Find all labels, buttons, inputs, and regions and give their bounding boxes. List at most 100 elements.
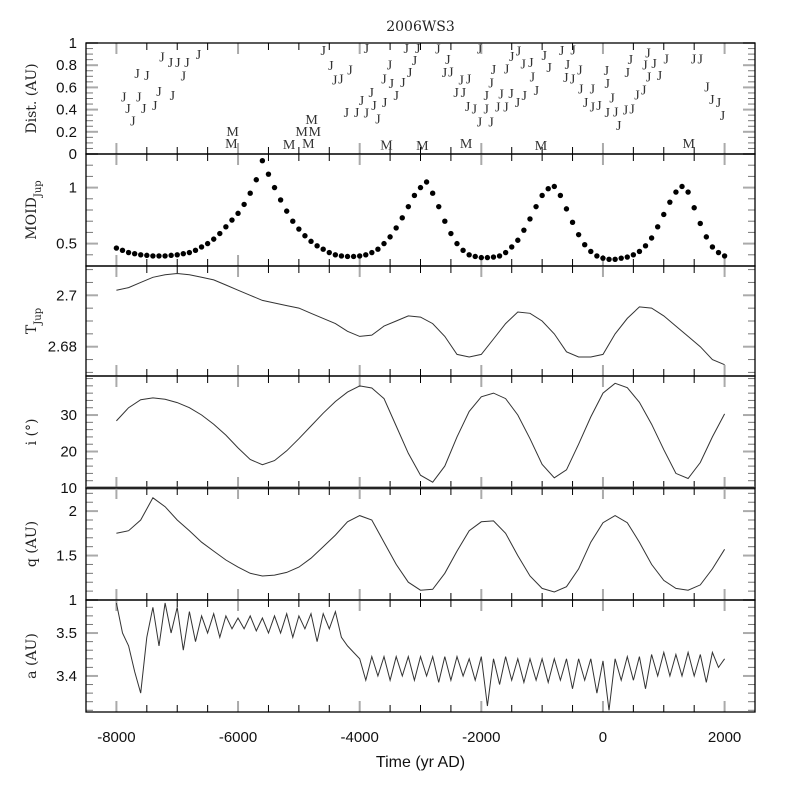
y-tick-label: 0.8 [56,57,77,74]
marker-J: J [645,47,651,62]
data-point [338,253,345,259]
marker-J: J [181,69,187,84]
marker-J: J [412,54,418,69]
data-point [502,249,509,256]
marker-J: J [141,102,147,117]
marker-J: J [453,86,459,101]
marker-J: J [442,66,448,81]
marker-M: M [305,113,318,128]
data-point [168,252,174,259]
marker-J: J [642,58,648,73]
marker-M: M [682,137,695,152]
marker-J: J [459,74,465,89]
data-point [496,253,503,259]
data-point [606,256,612,262]
marker-M: M [225,137,238,152]
y-tick-label: 3.5 [56,625,77,642]
marker-J: J [435,43,441,58]
data-point [721,253,728,259]
y-axis-label: TJup [24,308,44,334]
data-point [442,218,448,224]
marker-J: J [698,53,704,68]
y-tick-label: 1.5 [56,548,77,565]
marker-J: J [530,70,536,85]
marker-J: J [196,48,202,63]
marker-J: J [338,73,344,88]
marker-J: J [407,66,413,81]
y-tick-label: 2.7 [56,287,77,304]
panel-frame [85,375,756,489]
marker-J: J [159,50,165,65]
marker-J: J [521,89,527,104]
data-point [162,253,168,259]
marker-J: J [400,76,406,91]
data-point [247,190,253,196]
data-point [466,252,472,258]
data-point [296,226,302,232]
x-tick-label: -6000 [219,729,257,746]
data-point [326,249,332,256]
series-line-a [115,602,726,711]
data-point [314,243,320,249]
y-tick-label: 1 [69,35,77,52]
marker-J: J [359,94,365,109]
data-point [490,254,497,260]
marker-J: J [125,102,131,117]
marker-J: J [477,116,483,131]
y-tick-label: 2.68 [48,339,77,356]
data-point [630,252,637,258]
panel-frame [85,599,756,713]
marker-J: J [389,77,395,92]
y-axis-label: Dist. (AU) [24,63,40,133]
y-tick-label: 1 [69,592,77,609]
data-point [192,247,199,254]
data-point [594,253,600,259]
marker-J: J [503,100,509,115]
marker-J: J [590,83,596,98]
marker-J: J [403,42,409,57]
marker-J: J [354,106,360,121]
data-point [375,246,381,252]
marker-J: J [604,77,610,92]
series-line-q [116,497,726,593]
marker-J: J [381,73,387,88]
x-tick-label: -2000 [462,729,500,746]
marker-J: J [641,84,647,99]
marker-J: J [542,49,548,64]
data-point [648,235,655,241]
y-tick-label: 2 [69,503,77,520]
x-tick-label: -4000 [340,729,378,746]
data-point [429,190,436,196]
marker-J: J [651,57,657,72]
data-point [654,224,661,230]
y-tick-label: 30 [60,407,77,424]
data-point [582,242,588,248]
data-point [308,238,314,245]
marker-J: J [704,80,710,95]
data-point [472,253,478,260]
data-point [344,253,351,260]
marker-J: J [393,89,399,104]
panel-moid: 0.5 1 MOIDJup [24,153,756,267]
data-point [411,192,418,199]
data-point [387,234,393,240]
marker-J: J [625,66,631,81]
marker-J: J [504,63,510,78]
data-point [448,230,454,237]
data-point [302,233,308,239]
marker-J: J [483,89,489,104]
chart-title: 2006WS3 [386,19,455,35]
data-point [642,243,649,249]
data-point [399,215,405,221]
marker-J: J [604,106,610,121]
data-point [417,184,424,191]
data-point [180,250,187,257]
marker-J: J [590,100,596,115]
marker-J: J [382,96,388,111]
marker-J: J [364,42,370,57]
marker-J: J [320,44,326,59]
y-axis-label: a (AU) [24,633,40,679]
marker-J: J [130,114,136,129]
marker-J: J [609,91,615,106]
